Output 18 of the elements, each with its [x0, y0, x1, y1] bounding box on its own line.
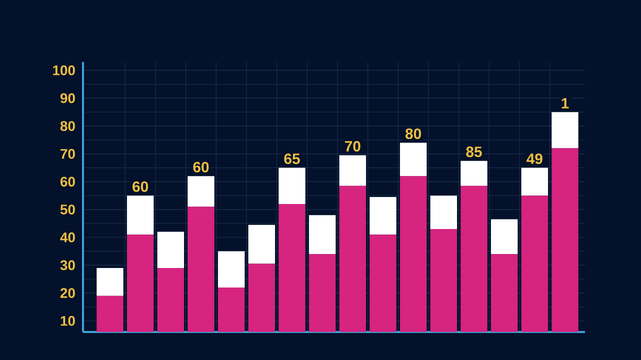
y-tick-label: 70	[60, 148, 75, 159]
y-tick-label: 10	[60, 316, 75, 326]
y-tick-label: 60	[60, 176, 75, 187]
y-tick-label: 50	[60, 204, 75, 214]
annotation: 80	[405, 128, 422, 140]
y-tick-label: 90	[60, 93, 75, 104]
y-tick-label: 20	[60, 288, 75, 298]
y-tick-label: 80	[60, 121, 75, 131]
y-tick-label: 100	[53, 65, 75, 76]
annotation: 49	[526, 153, 542, 164]
annotation: 85	[466, 146, 482, 158]
annotation: 65	[284, 153, 300, 164]
annotation: 1	[562, 98, 569, 108]
annotation: 60	[132, 181, 148, 192]
annotation: 70	[344, 140, 360, 152]
annotation: 60	[193, 162, 209, 172]
y-tick-label: 40	[60, 232, 75, 242]
y-tick-label: 30	[60, 260, 75, 270]
